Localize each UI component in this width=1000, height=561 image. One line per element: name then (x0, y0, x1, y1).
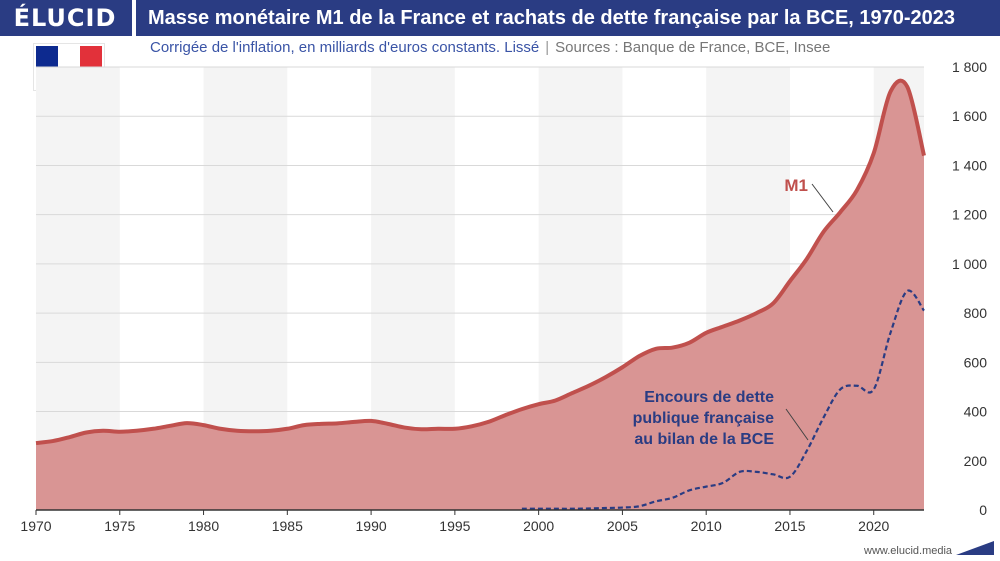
chart-title: Masse monétaire M1 de la France et racha… (148, 7, 956, 29)
y-tick-label: 0 (979, 502, 987, 518)
series-labels: M1 Encours de dette publique française a… (633, 176, 834, 448)
x-axis-ticks: 1970 1975 1980 1985 1990 1995 2000 2005 2010 2015… (20, 510, 890, 534)
y-tick-label: 1 400 (952, 157, 987, 173)
chart-subtitle: Corrigée de l'inflation, en milliards d'… (150, 39, 830, 56)
y-tick-label: 1 800 (952, 59, 987, 75)
y-tick-label: 600 (964, 354, 988, 370)
m1-series-line (35, 78, 926, 446)
debt-series-label-line-3: au bilan de la BCE (634, 431, 774, 448)
x-tick-label: 1975 (104, 518, 135, 534)
x-tick-label: 1995 (439, 518, 470, 534)
brand-separator (132, 0, 136, 36)
debt-series-line (521, 289, 925, 510)
brand-logo: ÉLUCID (13, 4, 117, 32)
x-tick-label: 1970 (20, 518, 51, 534)
subtitle-separator: | (545, 39, 550, 56)
footer-url: www.elucid.media (864, 545, 953, 557)
y-tick-label: 800 (964, 305, 988, 321)
x-tick-label: 2020 (858, 518, 889, 534)
x-tick-label: 1985 (272, 518, 303, 534)
x-tick-label: 1990 (356, 518, 387, 534)
subtitle-sources: Sources : Banque de France, BCE, Insee (555, 39, 831, 56)
y-axis-ticks: 0 200 400 600 800 1 000 1 200 1 400 1 600 1 800 (952, 59, 987, 518)
elucid-mark-icon (956, 541, 994, 555)
x-tick-label: 2015 (774, 518, 805, 534)
y-tick-label: 1 000 (952, 256, 987, 272)
debt-label-leader (785, 408, 809, 441)
x-tick-label: 2000 (523, 518, 554, 534)
y-tick-label: 1 200 (952, 207, 987, 223)
x-tick-label: 2010 (691, 518, 722, 534)
x-tick-label: 2005 (607, 518, 638, 534)
subtitle-description: Corrigée de l'inflation, en milliards d'… (150, 39, 540, 56)
m1-series-label: M1 (784, 176, 808, 195)
y-tick-label: 1 600 (952, 108, 987, 124)
y-tick-label: 200 (964, 453, 988, 469)
m1-area-fill (36, 80, 924, 511)
debt-series-label-line-1: Encours de dette (644, 389, 774, 406)
debt-series-label-line-2: publique française (633, 410, 774, 427)
m1-label-leader (811, 183, 834, 213)
header-bar: ÉLUCID Masse monétaire M1 de la France e… (0, 0, 1000, 36)
x-tick-label: 1980 (188, 518, 219, 534)
y-tick-label: 400 (964, 404, 988, 420)
